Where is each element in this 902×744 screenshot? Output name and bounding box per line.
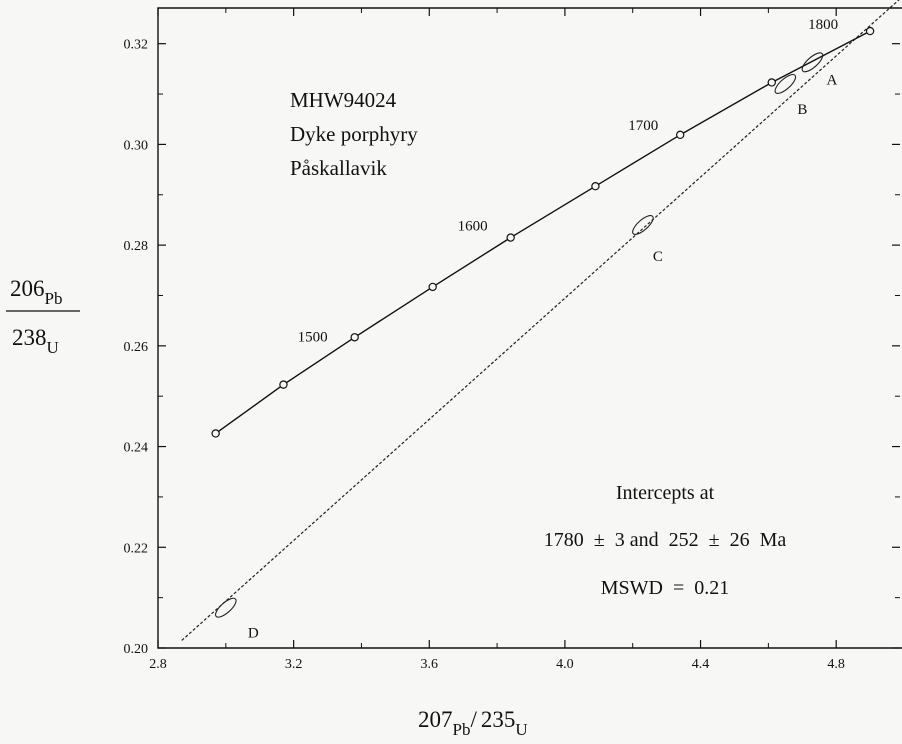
y-tick-label: 0.30: [124, 138, 149, 153]
age-marker: [676, 130, 685, 140]
x-tick-label: 3.6: [421, 657, 439, 672]
age-marker: [428, 282, 437, 292]
x-tick-label: 2.8: [149, 657, 167, 672]
y-label-denominator: 238U: [12, 325, 59, 357]
analysis-ellipse: [632, 214, 654, 235]
analysis-label: C: [653, 249, 663, 265]
age-marker: [865, 26, 875, 36]
analysis-ellipse: [774, 73, 797, 94]
x-tick-label: 4.8: [827, 657, 845, 672]
analysis-label: A: [826, 72, 837, 88]
age-label: 1600: [458, 219, 488, 235]
y-tick-label: 0.20: [124, 642, 149, 657]
mswd-value: MSWD = 0.21: [601, 577, 730, 599]
x-tick-label: 4.0: [556, 657, 574, 672]
age-marker: [211, 429, 220, 438]
results-box: Intercepts at 1780 ± 3 and 252 ± 26 Ma M…: [544, 482, 787, 599]
y-label-numerator: 206Pb: [10, 276, 62, 308]
analysis-ellipse: [801, 52, 824, 73]
y-tick-label: 0.24: [124, 441, 149, 456]
age-label: 1500: [298, 329, 328, 345]
age-marker: [767, 78, 776, 87]
intercepts-heading: Intercepts at: [616, 482, 715, 504]
y-tick-label: 0.26: [124, 340, 149, 355]
x-label-ratio: 207Pb/235U: [418, 707, 528, 739]
analysis-ellipse: [215, 597, 237, 618]
analysis-label: B: [797, 102, 807, 118]
analysis-label: D: [248, 626, 259, 642]
age-marker: [279, 380, 288, 389]
y-tick-label: 0.32: [124, 38, 149, 53]
x-tick-label: 4.4: [692, 657, 710, 672]
age-marker: [350, 333, 359, 342]
rock-type: Dyke porphyry: [290, 122, 418, 146]
age-label: 1800: [808, 17, 838, 33]
plot-frame: [157, 7, 902, 649]
y-axis-label: 206Pb 238U: [6, 276, 80, 357]
y-tick-label: 0.22: [124, 541, 149, 556]
sample-id: MHW94024: [290, 88, 397, 112]
age-marker: [591, 181, 600, 191]
y-tick-label: 0.28: [124, 239, 149, 254]
age-marker: [506, 233, 515, 242]
locality: Påskallavik: [290, 156, 387, 180]
intercepts-values: 1780 ± 3 and 252 ± 26 Ma: [544, 529, 787, 551]
sample-annotation: MHW94024 Dyke porphyry Påskallavik: [290, 88, 418, 180]
x-tick-label: 3.2: [285, 657, 303, 672]
age-label: 1700: [628, 118, 658, 134]
discordia-line: [181, 0, 900, 641]
x-axis-label: 207Pb/235U: [418, 707, 528, 739]
